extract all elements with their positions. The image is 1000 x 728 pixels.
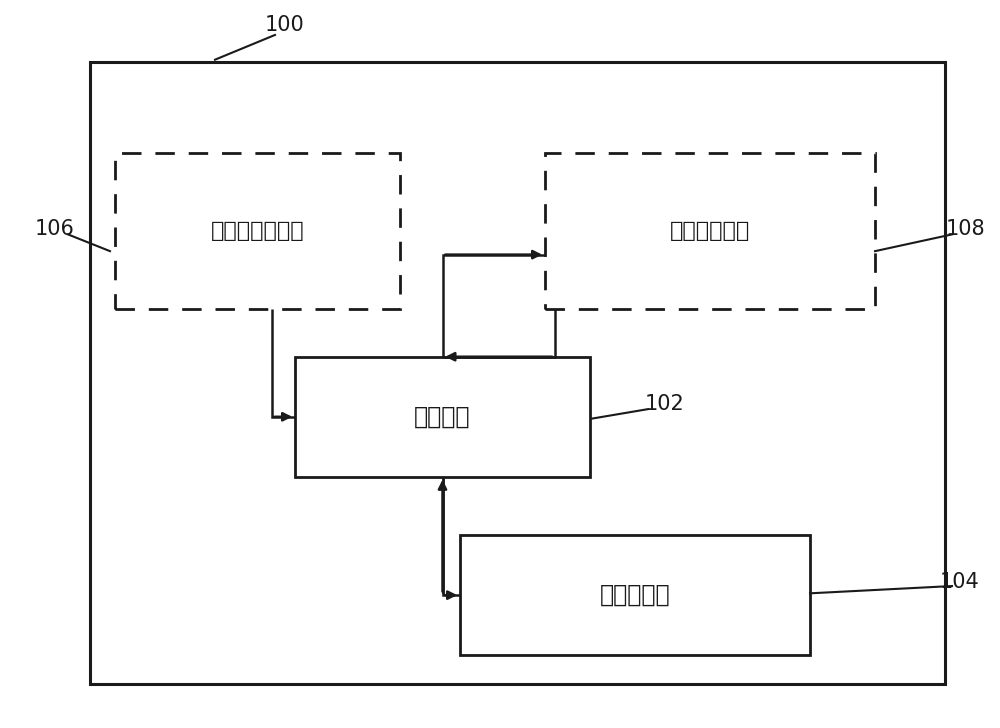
Bar bbox=[545, 153, 875, 309]
Bar bbox=[115, 153, 400, 309]
Text: 104: 104 bbox=[940, 572, 980, 593]
Bar bbox=[90, 62, 945, 684]
Text: 控制单元: 控制单元 bbox=[414, 405, 471, 429]
Text: 场景信息设备: 场景信息设备 bbox=[670, 221, 750, 241]
Text: 存储器单元: 存储器单元 bbox=[600, 583, 670, 607]
Text: 100: 100 bbox=[265, 15, 305, 36]
Text: 生理特性传感器: 生理特性传感器 bbox=[211, 221, 304, 241]
Bar bbox=[460, 535, 810, 655]
Text: 102: 102 bbox=[645, 394, 685, 414]
Text: 106: 106 bbox=[35, 219, 75, 240]
Bar bbox=[295, 357, 590, 477]
Text: 108: 108 bbox=[945, 219, 985, 240]
